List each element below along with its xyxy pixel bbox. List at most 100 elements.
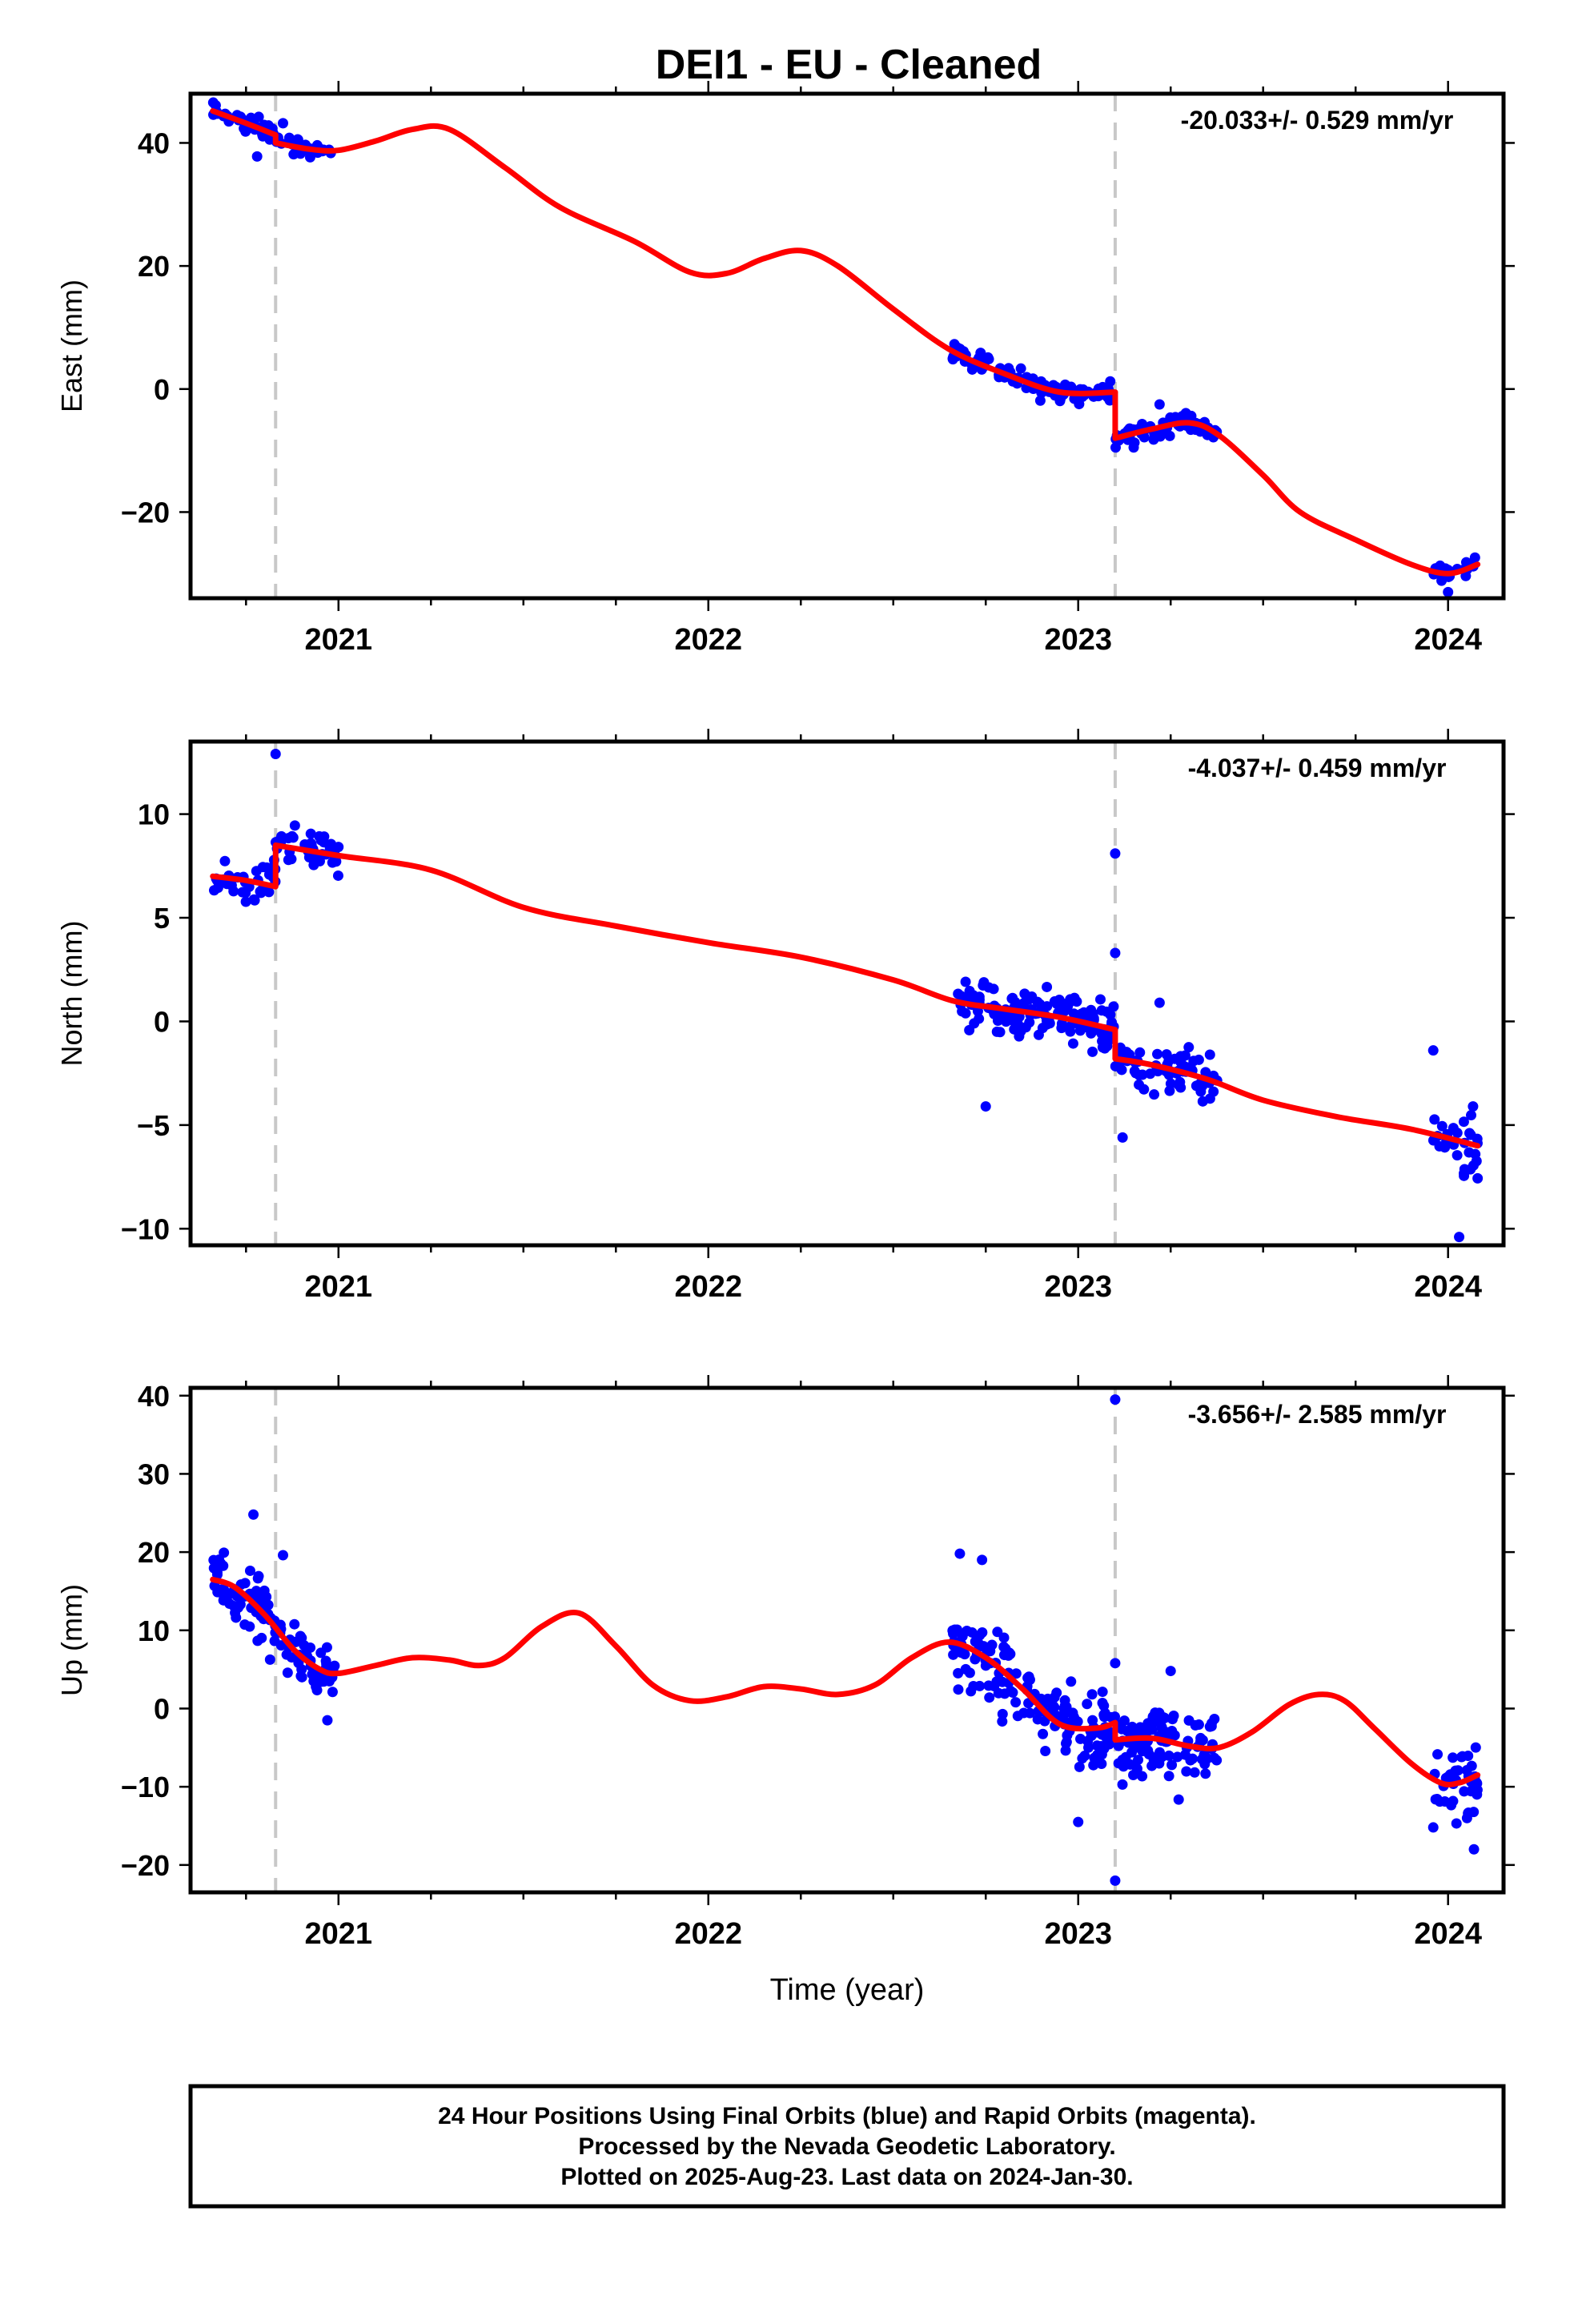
data-point bbox=[1066, 1676, 1077, 1687]
data-point bbox=[1067, 1038, 1078, 1049]
data-point bbox=[1099, 1740, 1110, 1751]
data-point bbox=[1010, 1697, 1022, 1708]
data-point bbox=[1038, 1728, 1049, 1739]
data-point bbox=[282, 1667, 293, 1679]
data-point bbox=[1454, 1232, 1465, 1243]
data-point bbox=[956, 991, 967, 1002]
data-point bbox=[1113, 1758, 1124, 1769]
data-point bbox=[1464, 1147, 1475, 1158]
data-point bbox=[1436, 1120, 1447, 1132]
y-tick-label: 10 bbox=[138, 798, 170, 831]
data-point bbox=[1163, 1771, 1174, 1782]
data-point bbox=[1427, 1045, 1439, 1056]
model-line bbox=[272, 123, 1118, 396]
data-point bbox=[1042, 1001, 1053, 1012]
data-point bbox=[277, 118, 288, 129]
data-point bbox=[248, 1509, 259, 1520]
x-tick-label: 2021 bbox=[305, 1270, 373, 1304]
data-point bbox=[1164, 430, 1175, 441]
model-line bbox=[210, 873, 279, 890]
data-point bbox=[1138, 1084, 1150, 1095]
plot-area bbox=[208, 1388, 1483, 1892]
data-point bbox=[1068, 1008, 1079, 1019]
model-line bbox=[1112, 1691, 1481, 1787]
data-point bbox=[1020, 1022, 1031, 1033]
data-point bbox=[984, 1692, 995, 1703]
data-point bbox=[277, 1550, 288, 1561]
data-point bbox=[1209, 1713, 1220, 1724]
data-point bbox=[1461, 1765, 1472, 1776]
data-point bbox=[252, 1573, 263, 1584]
data-point bbox=[1464, 1128, 1475, 1139]
model-line bbox=[272, 842, 1118, 1033]
data-point bbox=[1172, 1751, 1183, 1763]
data-point bbox=[980, 1101, 991, 1112]
rate-label: -3.656+/- 2.585 mm/yr bbox=[1188, 1400, 1447, 1429]
data-point bbox=[1019, 988, 1030, 999]
data-point bbox=[992, 1015, 1003, 1026]
data-point bbox=[1468, 1844, 1480, 1855]
data-point bbox=[1110, 1394, 1121, 1405]
plot-area bbox=[208, 742, 1484, 1245]
data-point bbox=[978, 977, 990, 988]
data-point bbox=[1005, 1686, 1016, 1697]
data-point bbox=[244, 1565, 255, 1576]
data-point bbox=[263, 1599, 274, 1610]
x-tick-label: 2023 bbox=[1044, 1270, 1112, 1304]
data-point bbox=[253, 111, 264, 123]
data-point bbox=[1439, 1795, 1451, 1807]
data-point bbox=[1040, 1746, 1051, 1757]
data-point bbox=[315, 1676, 327, 1687]
x-tick-label: 2021 bbox=[305, 623, 373, 657]
data-point bbox=[983, 353, 994, 364]
data-point bbox=[287, 830, 298, 842]
data-point bbox=[973, 1638, 984, 1650]
data-point bbox=[1010, 1668, 1022, 1679]
data-point bbox=[957, 1630, 968, 1642]
data-point bbox=[1032, 1714, 1043, 1725]
data-point bbox=[1165, 1666, 1176, 1677]
data-point bbox=[1012, 1019, 1023, 1030]
data-point bbox=[1147, 1711, 1158, 1723]
data-point bbox=[1006, 993, 1018, 1004]
data-point bbox=[1097, 1687, 1108, 1698]
data-point bbox=[1472, 1172, 1484, 1184]
data-point bbox=[1059, 1005, 1070, 1016]
data-point bbox=[1086, 1689, 1098, 1700]
x-tick-label: 2022 bbox=[674, 1917, 742, 1951]
data-point bbox=[1034, 395, 1046, 406]
data-point bbox=[1079, 1751, 1090, 1762]
data-point bbox=[1429, 1114, 1440, 1125]
panels: 2021 2022 2023 2024 40 20 0 −20 East (mm) -20.033… bbox=[55, 81, 1515, 2007]
data-point bbox=[1072, 1716, 1083, 1727]
data-point bbox=[1471, 1156, 1482, 1167]
data-point bbox=[261, 862, 272, 873]
data-point bbox=[1470, 1742, 1481, 1753]
data-point bbox=[1117, 1779, 1128, 1790]
data-point bbox=[292, 135, 303, 146]
data-point bbox=[1137, 419, 1148, 430]
data-point bbox=[275, 1640, 287, 1651]
data-point bbox=[222, 1588, 233, 1599]
data-points bbox=[207, 97, 1480, 597]
data-point bbox=[240, 896, 251, 907]
data-point bbox=[966, 1686, 977, 1697]
data-point bbox=[295, 148, 306, 159]
y-axis-label: Up (mm) bbox=[55, 1584, 88, 1696]
y-tick-label: −10 bbox=[121, 1771, 170, 1803]
data-point bbox=[1181, 1766, 1192, 1777]
data-point bbox=[1051, 1687, 1062, 1699]
data-point bbox=[1098, 1709, 1110, 1720]
data-point bbox=[1134, 1047, 1146, 1058]
data-point bbox=[1088, 1025, 1099, 1036]
data-point bbox=[251, 151, 263, 162]
data-point bbox=[1059, 1695, 1070, 1706]
model-line bbox=[1112, 420, 1481, 577]
data-point bbox=[224, 1598, 235, 1609]
data-point bbox=[1086, 1730, 1097, 1741]
footer-box: 24 Hour Positions Using Final Orbits (bl… bbox=[188, 2084, 1506, 2209]
data-point bbox=[1459, 1164, 1470, 1175]
data-point bbox=[991, 1026, 1002, 1037]
footer-line-1: 24 Hour Positions Using Final Orbits (bl… bbox=[438, 2103, 1256, 2129]
data-point bbox=[1128, 1769, 1139, 1780]
